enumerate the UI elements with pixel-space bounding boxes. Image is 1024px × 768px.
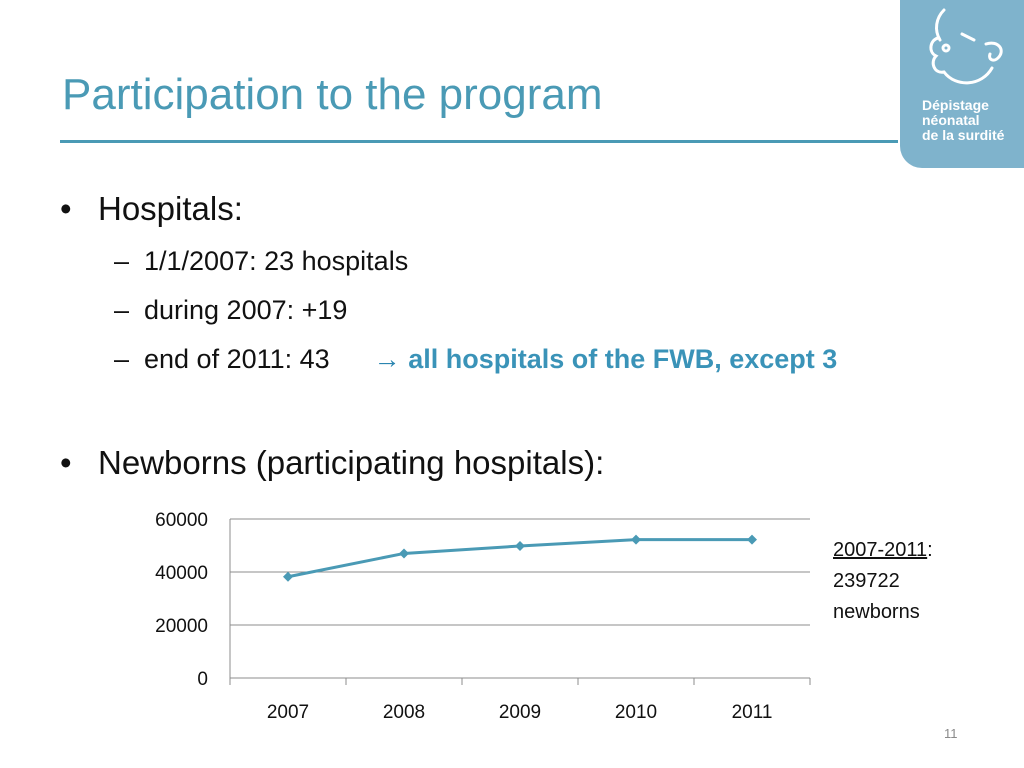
- logo-line: néonatal: [922, 112, 980, 128]
- data-point: [515, 541, 525, 552]
- y-tick-label: 20000: [155, 616, 208, 637]
- logo-text: Dépistage néonatal de la surdité: [922, 98, 1022, 143]
- data-point: [283, 571, 293, 582]
- bullet-newborns: • Newborns (participating hospitals):: [60, 444, 604, 482]
- sub-item: –1/1/2007: 23 hospitals: [114, 246, 408, 277]
- hospitals-note: all hospitals of the FWB, except 3: [408, 344, 838, 374]
- sub-item: – during 2007: +19: [114, 295, 347, 326]
- title-underline: [60, 140, 898, 143]
- summary-period: 2007-2011: [833, 539, 928, 561]
- dash-marker: –: [114, 246, 130, 276]
- arrow-icon: →: [373, 344, 401, 374]
- page-number: 11: [944, 726, 958, 741]
- x-tick-label: 2007: [267, 702, 309, 723]
- y-tick-label: 0: [197, 669, 208, 690]
- summary-note: 2007-2011: 239722 newborns: [833, 535, 933, 628]
- dash-marker: –: [114, 295, 130, 325]
- summary-colon: :: [927, 539, 933, 561]
- sub-item-text: 1/1/2007: 23 hospitals: [144, 246, 409, 276]
- baby-ear-icon: [929, 8, 1003, 85]
- data-point: [747, 534, 757, 545]
- bullet-hospitals: • Hospitals:: [60, 190, 243, 228]
- sub-item: – end of 2011: 43 → all hospitals of the F…: [114, 344, 837, 375]
- data-point: [399, 548, 409, 559]
- summary-unit: newborns: [833, 601, 920, 623]
- data-point: [631, 534, 641, 545]
- logo-line: Dépistage: [922, 97, 989, 113]
- program-logo: Dépistage néonatal de la surdité: [900, 0, 1024, 168]
- sub-item-text: during 2007: +19: [144, 295, 348, 325]
- bullet-dot: •: [60, 444, 72, 481]
- dash-marker: –: [114, 344, 130, 374]
- x-tick-label: 2008: [383, 702, 425, 723]
- logo-line: de la surdité: [922, 127, 1005, 143]
- x-tick-label: 2011: [732, 702, 773, 723]
- newborns-heading: Newborns (participating hospitals):: [98, 444, 605, 481]
- hospitals-heading: Hospitals:: [98, 190, 243, 227]
- summary-count: 239722: [833, 570, 900, 592]
- y-tick-label: 40000: [155, 563, 208, 584]
- bullet-dot: •: [60, 190, 72, 227]
- y-tick-label: 60000: [155, 510, 208, 531]
- slide-title: Participation to the program: [62, 70, 603, 119]
- newborns-line-chart: 0 20000 40000 60000 2007 2008 2009 2010 2011: [155, 510, 811, 723]
- x-tick-label: 2009: [499, 702, 541, 723]
- x-tick-label: 2010: [615, 702, 657, 723]
- sub-item-text: end of 2011: 43: [144, 344, 330, 374]
